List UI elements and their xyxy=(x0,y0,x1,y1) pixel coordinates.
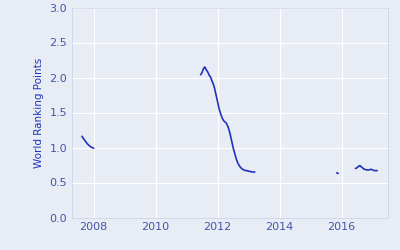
Y-axis label: World Ranking Points: World Ranking Points xyxy=(34,58,44,168)
